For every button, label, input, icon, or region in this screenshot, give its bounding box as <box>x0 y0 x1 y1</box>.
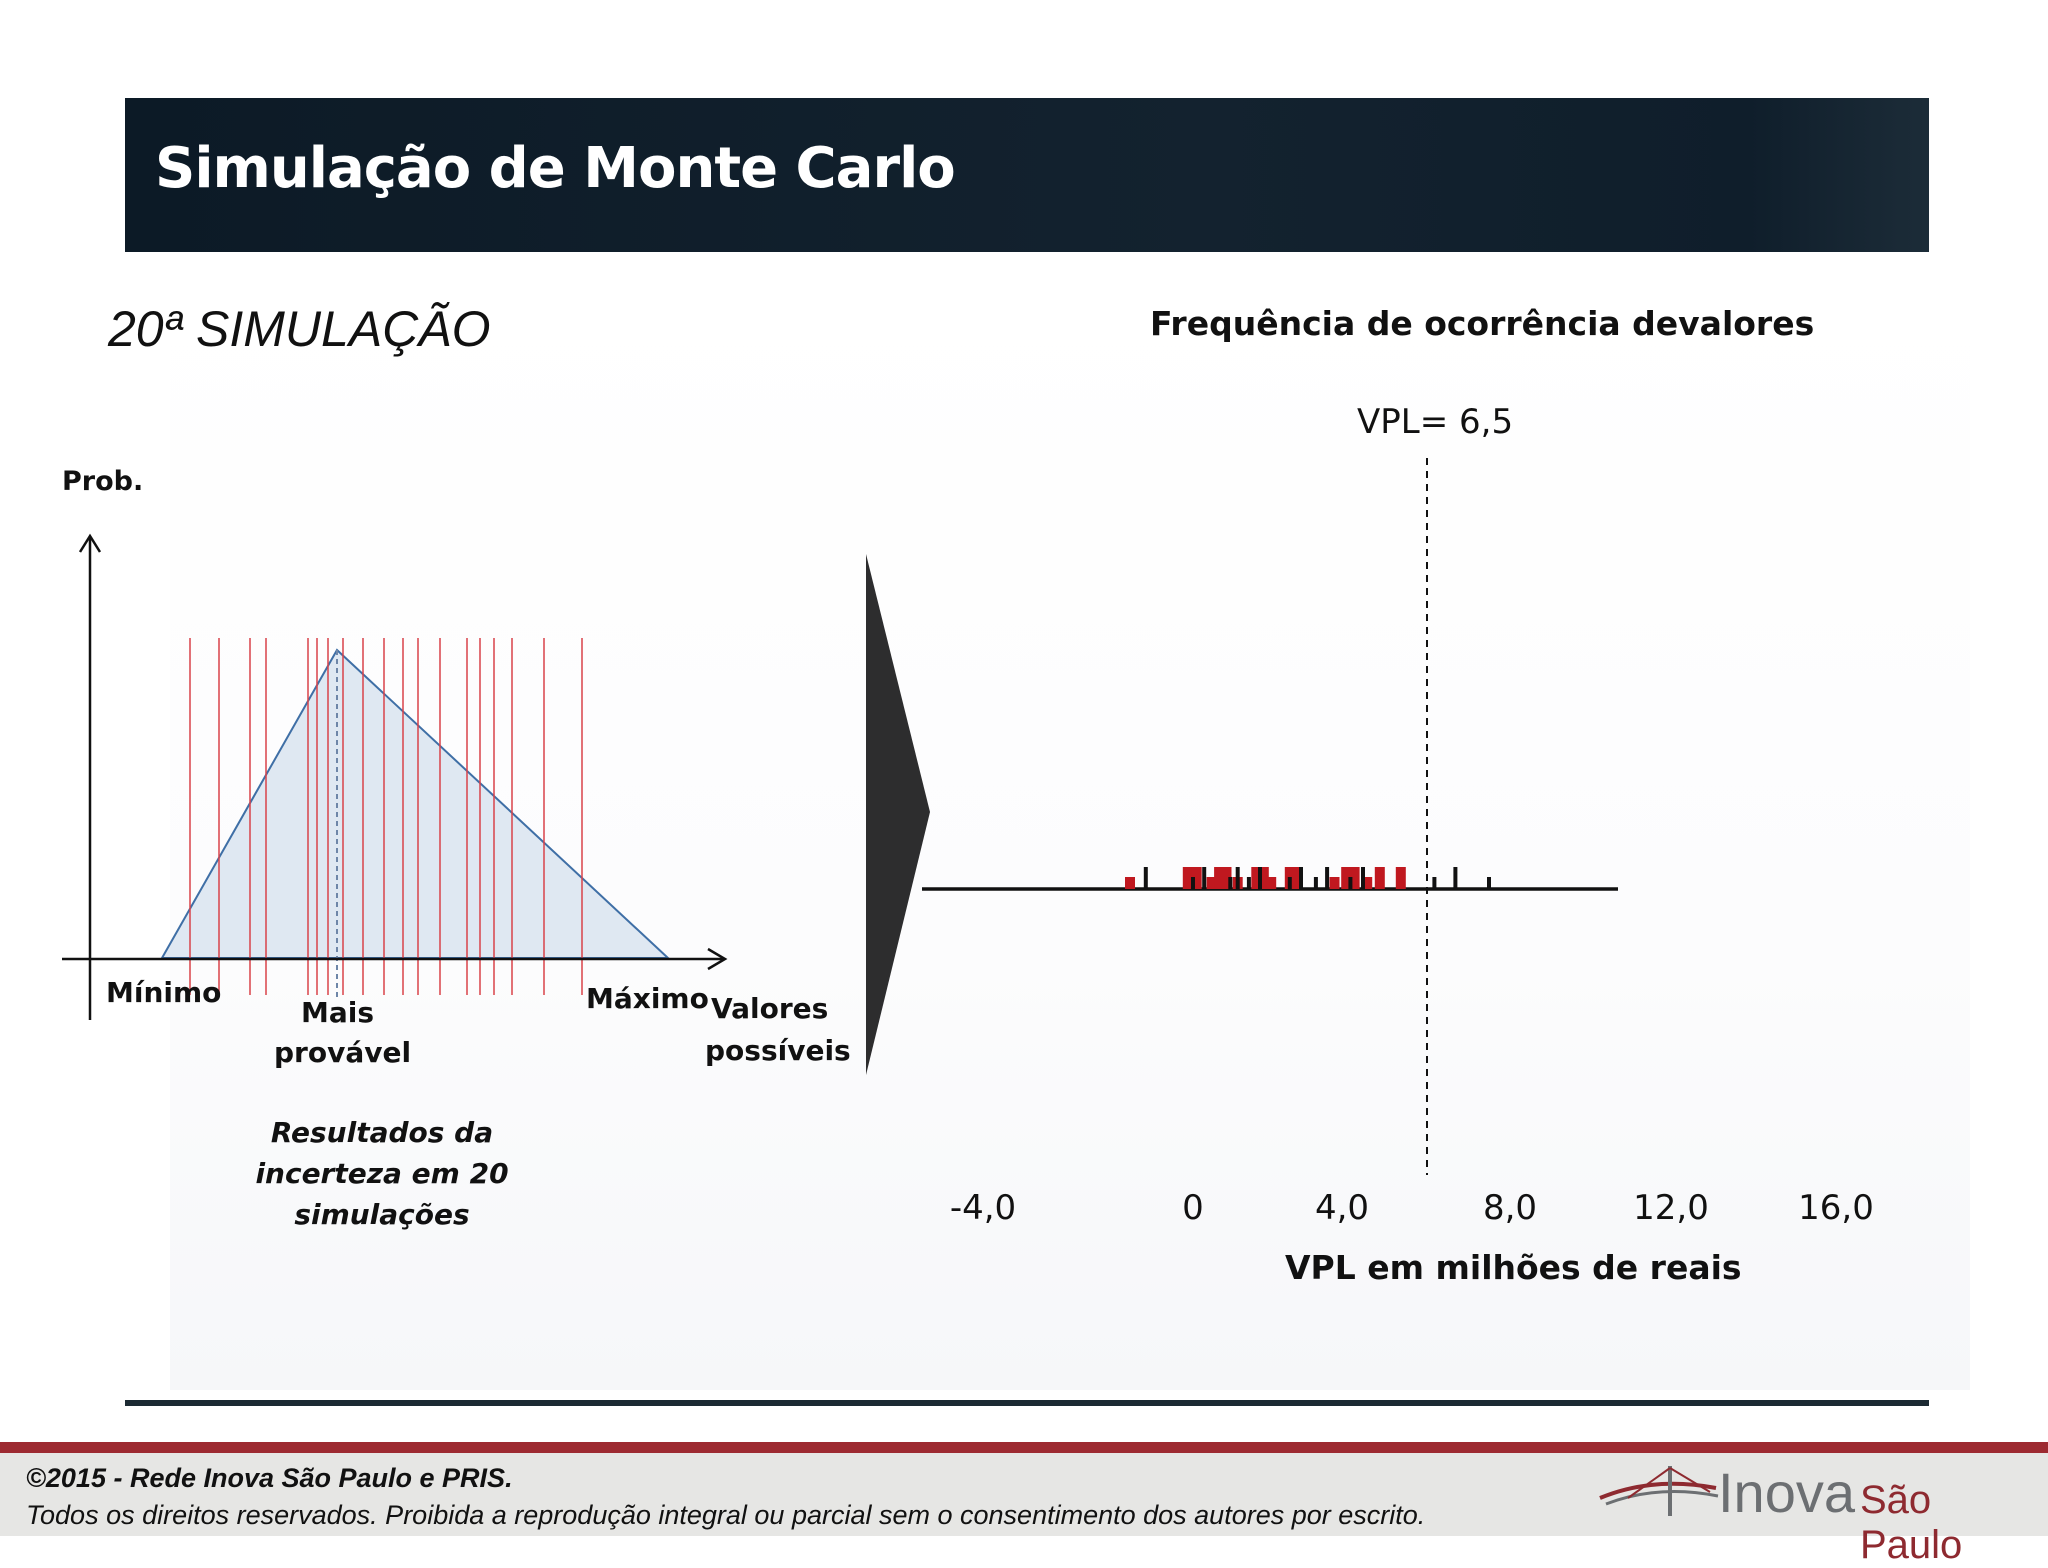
x-tick-label: 8,0 <box>1482 1188 1538 1228</box>
title-bar: Simulação de Monte Carlo <box>125 98 1929 252</box>
bridge-icon <box>1599 1466 1719 1516</box>
red-bar <box>1182 867 1193 889</box>
black-bar <box>1487 877 1491 889</box>
red-bar <box>1329 877 1340 889</box>
frequency-chart <box>922 458 1618 1175</box>
red-bar <box>1258 867 1269 889</box>
x-tick-label: 0 <box>1182 1188 1204 1228</box>
black-bar <box>1361 867 1365 889</box>
results-note-line2: incerteza em 20 <box>255 1157 509 1190</box>
black-bar <box>1299 867 1303 889</box>
x-tick-label: 4,0 <box>1314 1188 1370 1228</box>
red-bar <box>1251 867 1262 889</box>
mode-label-line2: provável <box>274 1036 412 1069</box>
bottom-rule <box>125 1400 1929 1406</box>
triangular-distribution-diagram <box>62 533 930 1075</box>
black-bar <box>1348 877 1353 889</box>
logo-subword: São Paulo <box>1860 1478 1963 1567</box>
red-bar <box>1214 867 1225 889</box>
flow-arrow-shape <box>866 554 930 1075</box>
black-bar <box>1202 867 1207 889</box>
chart-title: Frequência de ocorrência devalores <box>1150 304 1815 343</box>
maximum-label: Máximo <box>586 982 709 1015</box>
footer-accent-strip <box>0 1442 2048 1453</box>
mode-label-line1: Mais <box>301 996 375 1029</box>
black-bar <box>1143 867 1148 889</box>
black-bar <box>1432 877 1437 889</box>
red-bar <box>1292 867 1303 889</box>
black-bar <box>1228 877 1233 889</box>
x-axis-title: VPL em milhões de reais <box>1285 1248 1742 1287</box>
x-tick-label: 16,0 <box>1798 1188 1874 1228</box>
black-bar <box>1235 867 1240 889</box>
footer-rights: Todos os direitos reservados. Proibida a… <box>26 1500 1426 1530</box>
black-bar <box>1313 877 1318 889</box>
results-note: Resultados da incerteza em 20 simulações <box>222 1112 542 1235</box>
red-bar <box>1191 867 1202 889</box>
inova-logo: Inova São Paulo <box>1598 1458 2028 1567</box>
black-bar <box>1258 867 1262 889</box>
red-bar <box>1125 877 1135 889</box>
red-bar <box>1374 867 1385 889</box>
black-bar <box>1191 877 1195 889</box>
minimum-label: Mínimo <box>106 976 222 1009</box>
sample-lines <box>189 638 583 995</box>
red-bar <box>1266 877 1277 889</box>
black-bar <box>1246 877 1251 889</box>
x-axis-arrow-icon <box>707 947 728 971</box>
simulation-heading: 20ª SIMULAÇÃO <box>108 301 491 357</box>
values-label-line2: possíveis <box>705 1034 851 1067</box>
slide-title: Simulação de Monte Carlo <box>155 136 956 201</box>
logo-word: Inova <box>1718 1461 1855 1524</box>
results-note-line3: simulações <box>294 1198 470 1231</box>
x-tick-label: -4,0 <box>949 1188 1017 1228</box>
black-bar <box>1453 867 1458 889</box>
black-series-bars <box>1143 867 1491 889</box>
red-bar <box>1349 867 1360 889</box>
red-bar <box>1221 867 1232 889</box>
prob-axis-label: Prob. <box>62 466 144 497</box>
values-label-line1: Valores <box>711 992 829 1025</box>
x-tick-label: 12,0 <box>1633 1188 1709 1228</box>
red-bar <box>1395 867 1406 889</box>
red-bar <box>1206 877 1217 889</box>
red-bar <box>1341 867 1352 889</box>
red-series-bars <box>1125 867 1406 889</box>
footer-copyright: ©2015 - Rede Inova São Paulo e PRIS. <box>26 1463 513 1493</box>
red-bar <box>1362 877 1373 889</box>
results-note-line1: Resultados da <box>270 1116 494 1149</box>
black-bar <box>1287 877 1292 889</box>
black-bar <box>1325 867 1330 889</box>
vpl-reference-label: VPL= 6,5 <box>1357 402 1514 442</box>
y-axis-arrow-icon <box>78 533 102 553</box>
